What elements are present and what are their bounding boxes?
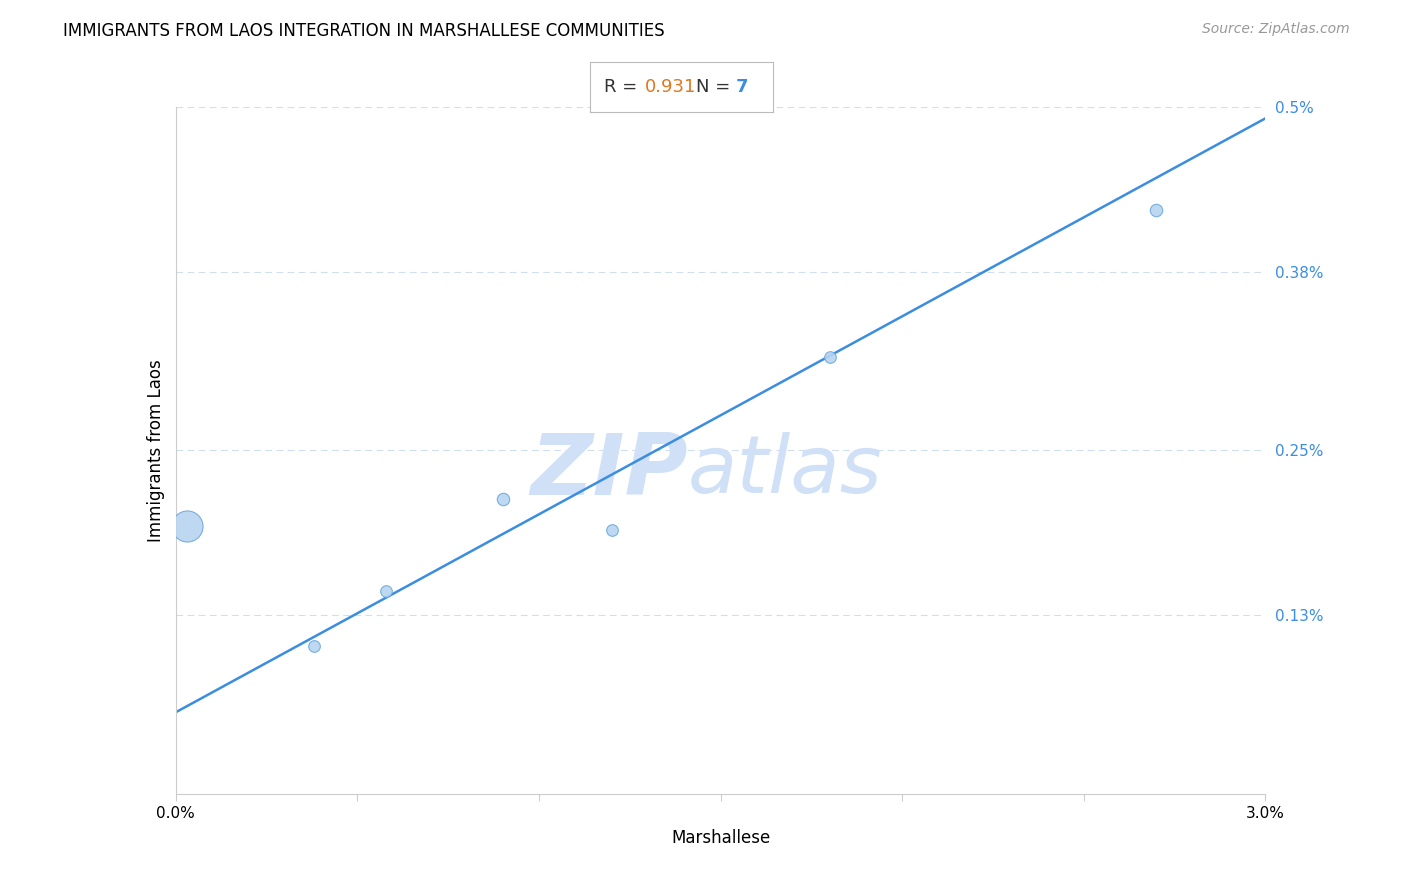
Text: atlas: atlas	[688, 432, 883, 510]
Text: ZIP: ZIP	[530, 430, 688, 513]
Point	[375, 583, 398, 598]
Point	[492, 491, 515, 506]
Point	[302, 639, 325, 653]
Text: N =: N =	[696, 78, 735, 96]
Point	[818, 350, 841, 364]
Point	[176, 519, 198, 533]
Text: R =: R =	[605, 78, 644, 96]
Text: Source: ZipAtlas.com: Source: ZipAtlas.com	[1202, 22, 1350, 37]
Point	[1146, 202, 1168, 217]
X-axis label: Marshallese: Marshallese	[671, 829, 770, 847]
Y-axis label: Immigrants from Laos: Immigrants from Laos	[146, 359, 165, 541]
Text: 7: 7	[737, 78, 748, 96]
Text: 0.931: 0.931	[645, 78, 696, 96]
Text: IMMIGRANTS FROM LAOS INTEGRATION IN MARSHALLESE COMMUNITIES: IMMIGRANTS FROM LAOS INTEGRATION IN MARS…	[63, 22, 665, 40]
Point	[600, 523, 623, 537]
